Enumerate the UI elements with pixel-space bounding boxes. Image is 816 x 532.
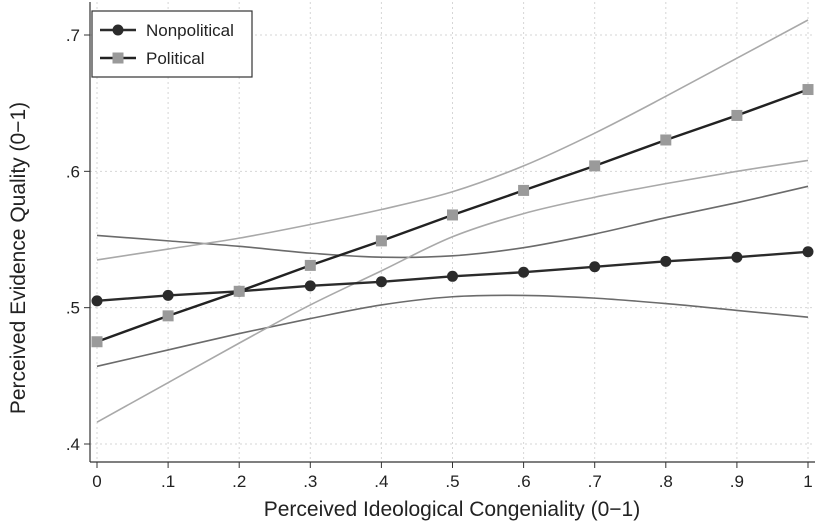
x-tick-label: .6	[517, 472, 531, 491]
x-tick-label: .3	[303, 472, 317, 491]
x-tick-label: .2	[232, 472, 246, 491]
axes: 0 .1 .2 .3 .4 .5 .6 .7 .8 .9 1 .4 .5 .6 .7	[66, 2, 815, 491]
y-tick-label: .5	[66, 299, 80, 318]
political-point	[162, 310, 174, 322]
nonpolitical-point	[91, 295, 103, 307]
y-tick-label: .7	[66, 26, 80, 45]
nonpolitical-point	[802, 246, 814, 258]
legend-marker-political	[112, 52, 124, 64]
x-tick-label: .1	[161, 472, 175, 491]
legend-label-political: Political	[146, 49, 205, 68]
political-point	[660, 134, 672, 146]
nonpolitical-point	[731, 251, 743, 263]
x-axis-title: Perceived Ideological Congeniality (0−1)	[264, 498, 640, 521]
political-point	[589, 160, 601, 172]
nonpolitical-point	[304, 280, 316, 292]
nonpolitical-ci-lower	[96, 294, 809, 368]
political-point	[91, 336, 103, 348]
series-markers	[91, 84, 814, 348]
x-tick-label: .8	[659, 472, 673, 491]
x-tick-label: .7	[588, 472, 602, 491]
political-point	[233, 285, 245, 297]
x-tick-label: .5	[445, 472, 459, 491]
x-tick-label: 0	[92, 472, 101, 491]
nonpolitical-point	[447, 270, 458, 282]
political-point	[304, 259, 316, 271]
nonpolitical-point	[589, 261, 601, 273]
political-ci-lower	[96, 159, 809, 423]
nonpolitical-point	[375, 276, 387, 288]
political-point	[375, 235, 387, 247]
political-point	[447, 209, 458, 221]
legend-marker-nonpolitical	[112, 24, 124, 36]
confidence-bands	[96, 19, 809, 423]
political-point	[518, 184, 530, 196]
x-tick-label: 1	[803, 472, 812, 491]
y-tick-label: .6	[66, 162, 80, 181]
political-point	[802, 84, 814, 96]
nonpolitical-point	[162, 289, 174, 301]
political-point	[731, 109, 743, 121]
nonpolitical-ci-upper	[96, 185, 809, 259]
political-ci-upper	[96, 19, 809, 261]
legend-label-nonpolitical: Nonpolitical	[146, 21, 234, 40]
nonpolitical-point	[518, 266, 530, 278]
nonpolitical-point	[660, 255, 672, 267]
legend-box	[91, 10, 253, 78]
x-tick-label: .4	[374, 472, 388, 491]
x-tick-label: .9	[730, 472, 744, 491]
legend: Nonpolitical Political	[91, 10, 253, 78]
y-axis-title: Perceived Evidence Quality (0−1)	[7, 102, 30, 414]
y-tick-label: .4	[66, 435, 80, 454]
